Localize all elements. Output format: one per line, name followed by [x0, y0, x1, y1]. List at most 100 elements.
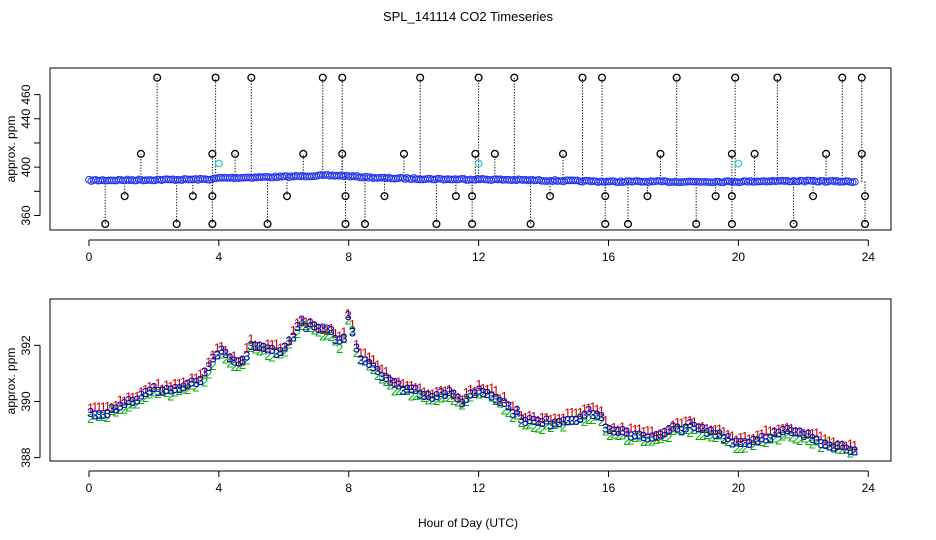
series-2-point: 2 — [509, 410, 516, 425]
series-3-point: 3 — [741, 435, 748, 450]
series-2-point: 2 — [691, 422, 698, 437]
series-1-point: 1 — [446, 382, 453, 397]
series-1-point: 1 — [767, 423, 774, 438]
series-1-point: 1 — [657, 426, 664, 441]
series-3-point: 3 — [159, 384, 166, 399]
series-3-point: 3 — [222, 346, 229, 361]
series-3-point: 3 — [838, 438, 845, 453]
series-1-point: 1 — [526, 408, 533, 423]
series-3-point: 3 — [758, 430, 765, 445]
outlier-point — [672, 73, 681, 82]
series-3-point: 3 — [387, 374, 394, 389]
series-2-point: 2 — [138, 392, 145, 407]
series-2-point: 2 — [268, 350, 275, 365]
outlier-point — [432, 219, 441, 229]
series-3-point: 3 — [138, 387, 145, 402]
series-3-point: 3 — [847, 443, 854, 458]
series-3-point: 3 — [501, 395, 508, 410]
series-2-point: 2 — [496, 395, 503, 410]
series-2-point: 2 — [800, 430, 807, 445]
series-2-point: 2 — [353, 345, 360, 360]
bottom-panel: 0 4 8 12 16 20 2438839039211111111111111111111… — [19, 298, 892, 495]
series-1-point: 1 — [311, 318, 318, 333]
series-1-point: 1 — [290, 323, 297, 338]
series-3-point: 3 — [382, 370, 389, 385]
outlier-point — [299, 149, 308, 158]
series-3-point: 3 — [589, 407, 596, 422]
series-3-point: 3 — [653, 428, 660, 443]
series-2-point: 2 — [501, 403, 508, 418]
series-1-point: 1 — [475, 377, 482, 392]
series-2-point: 2 — [653, 432, 660, 447]
series-1-point: 1 — [522, 410, 529, 425]
series-1-point: 1 — [176, 376, 183, 391]
series-3-point: 3 — [201, 365, 208, 380]
series-2-point: 2 — [416, 388, 423, 403]
series-1-point: 1 — [412, 380, 419, 395]
series-3-point: 3 — [480, 385, 487, 400]
series-1-point: 1 — [239, 354, 246, 369]
series-1-point: 1 — [201, 364, 208, 379]
series-2-point: 2 — [670, 423, 677, 438]
series-1-point: 1 — [256, 339, 263, 354]
series-1-point: 1 — [366, 350, 373, 365]
series-1-point: 1 — [277, 341, 284, 356]
series-3-point: 3 — [209, 350, 216, 365]
series-1-point: 1 — [467, 382, 474, 397]
series-3-point: 3 — [370, 360, 377, 375]
series-1-point: 1 — [699, 419, 706, 434]
x-tick-label: 16 — [602, 481, 616, 495]
series-3-point: 3 — [357, 352, 364, 367]
series-1-point: 1 — [695, 420, 702, 435]
series-2-point: 2 — [404, 383, 411, 398]
series-3-point: 3 — [526, 412, 533, 427]
series-2-point: 2 — [788, 429, 795, 444]
series-1-point: 1 — [615, 423, 622, 438]
series-1-point: 1 — [298, 314, 305, 329]
outlier-point — [490, 149, 499, 158]
series-3-point: 3 — [539, 415, 546, 430]
series-1-point: 1 — [737, 430, 744, 445]
outlier-point — [468, 219, 477, 229]
series-3-point: 3 — [256, 338, 263, 353]
series-2-point: 2 — [332, 334, 339, 349]
series-2-point: 2 — [636, 429, 643, 444]
series-2-point: 2 — [446, 390, 453, 405]
series-3-point: 3 — [767, 430, 774, 445]
series-2-point: 2 — [370, 362, 377, 377]
series-1-point: 1 — [361, 346, 368, 361]
series-3-point: 3 — [458, 395, 465, 410]
series-3-point: 3 — [712, 427, 719, 442]
series-3-point: 3 — [197, 373, 204, 388]
series-1-point: 1 — [463, 385, 470, 400]
x-tick-label: 4 — [216, 481, 223, 495]
series-3-point: 3 — [171, 381, 178, 396]
series-2-point: 2 — [657, 431, 664, 446]
series-2-point: 2 — [425, 392, 432, 407]
series-2-point: 2 — [112, 404, 119, 419]
series-3-point: 3 — [235, 355, 242, 370]
series-1-point: 1 — [382, 364, 389, 379]
series-1-point: 1 — [138, 384, 145, 399]
series-1-point: 1 — [374, 357, 381, 372]
figure-title: SPL_141114 CO2 Timeseries — [383, 9, 554, 24]
series-2-point: 2 — [163, 385, 170, 400]
series-1-point: 1 — [306, 315, 313, 330]
series-3-point: 3 — [239, 353, 246, 368]
series-3-point: 3 — [226, 351, 233, 366]
series-3-point: 3 — [467, 387, 474, 402]
series-2-point: 2 — [91, 408, 98, 423]
series-1-point: 1 — [252, 338, 259, 353]
series-3-point: 3 — [264, 342, 271, 357]
series-3-point: 3 — [450, 386, 457, 401]
series-1-point: 1 — [442, 383, 449, 398]
series-3-point: 3 — [522, 414, 529, 429]
x-tick-label: 12 — [472, 250, 486, 264]
series-3-point: 3 — [809, 431, 816, 446]
series-3-point: 3 — [268, 342, 275, 357]
series-1-point: 1 — [724, 427, 731, 442]
series-1-point: 1 — [205, 354, 212, 369]
series-2-point: 2 — [243, 352, 250, 367]
series-1-point: 1 — [661, 424, 668, 439]
series-1-point: 1 — [150, 380, 157, 395]
